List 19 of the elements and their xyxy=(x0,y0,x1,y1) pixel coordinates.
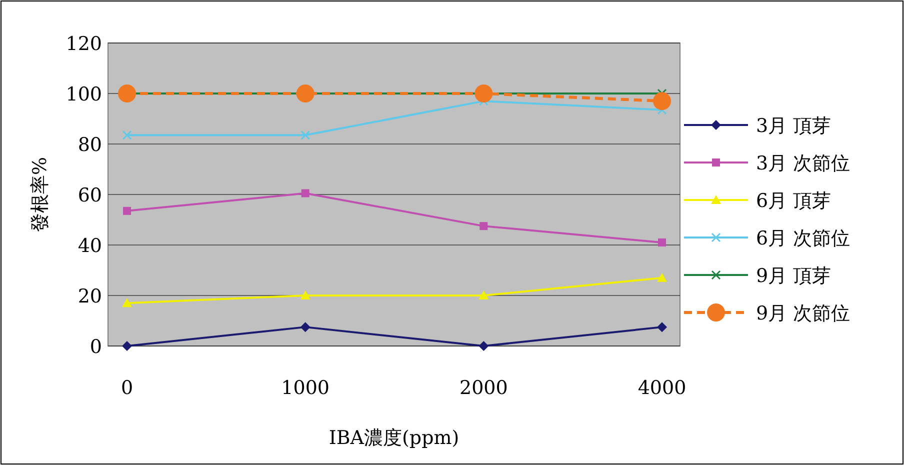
y-axis-title: 發根率% xyxy=(29,156,51,232)
legend-label: 6月 次節位 xyxy=(756,228,850,250)
x-tick-label: 0 xyxy=(120,377,134,399)
x-tick-label: 2000 xyxy=(459,377,508,399)
x-tick-label: 4000 xyxy=(638,377,686,399)
x-tick-label: 1000 xyxy=(281,377,330,399)
y-tick-label: 20 xyxy=(78,286,102,308)
legend-label: 3月 頂芽 xyxy=(756,115,832,137)
y-tick-label: 80 xyxy=(78,134,102,156)
y-tick-label: 0 xyxy=(90,336,102,358)
y-tick-label: 40 xyxy=(78,235,102,257)
legend-label: 6月 頂芽 xyxy=(756,190,832,212)
x-axis-title: IBA濃度(ppm) xyxy=(328,427,460,449)
legend-label: 9月 頂芽 xyxy=(756,265,832,287)
legend-label: 3月 次節位 xyxy=(756,152,850,174)
y-tick-label: 60 xyxy=(78,184,102,206)
y-tick-label: 120 xyxy=(66,33,102,55)
y-tick-label: 100 xyxy=(66,84,102,106)
legend-label: 9月 次節位 xyxy=(756,302,850,324)
